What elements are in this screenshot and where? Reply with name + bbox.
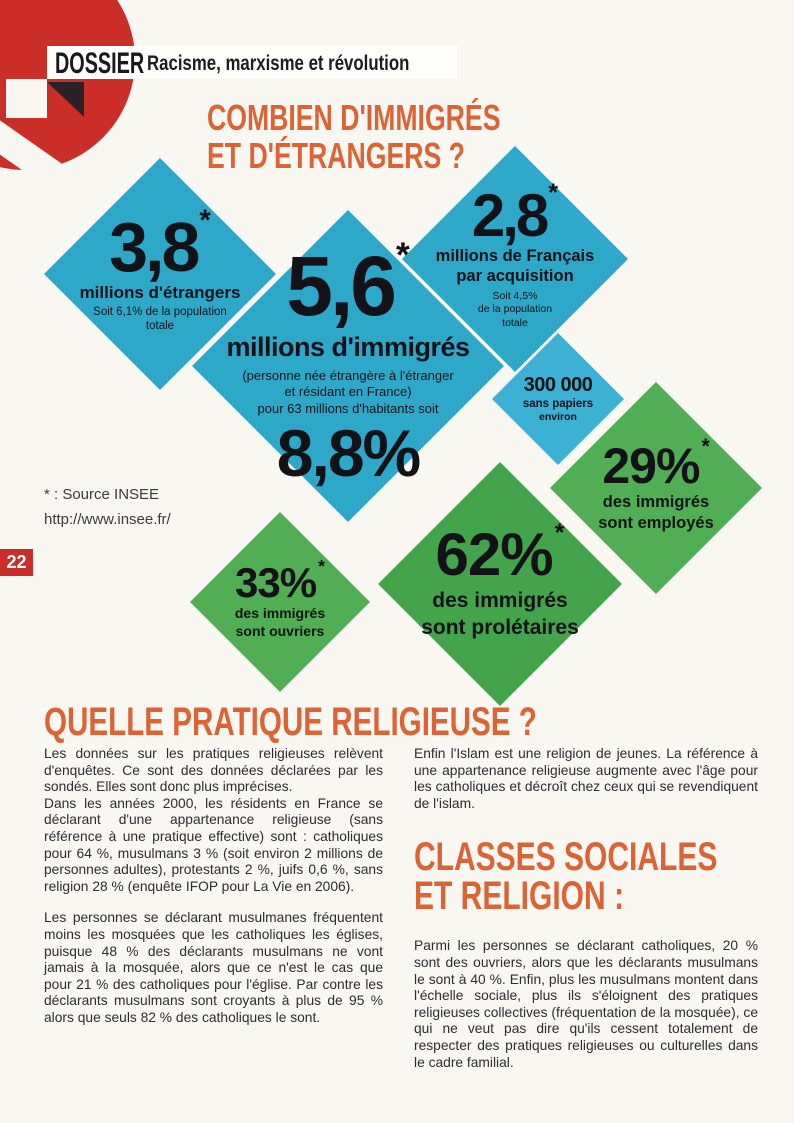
stat-subtext-line-1: Soit 6,1% de la population xyxy=(93,306,227,319)
diamond-content: 3,8* millions d'étrangers Soit 6,1% de l… xyxy=(44,158,276,390)
islam-paragraph: Enfin l'Islam est une religion de jeunes… xyxy=(414,746,758,811)
stat-secondary-value: 8,8% xyxy=(276,416,421,491)
stat-value: 5,6* xyxy=(286,238,410,329)
religion-paragraph-2: Dans les années 2000, les résidents en F… xyxy=(44,795,383,894)
stat-value: 29%* xyxy=(602,436,709,490)
religion-heading: QUELLE PRATIQUE RELIGIEUSE ? xyxy=(44,702,710,742)
diamond-immigres: 5,6* millions d'immigrés (personne née é… xyxy=(192,210,504,522)
religion-paragraph-1: Les données sur les pratiques religieuse… xyxy=(44,746,383,795)
diamond-francais-acquisition: 2,8* millions de Français par acquisitio… xyxy=(402,146,628,372)
stat-label: millions d'immigrés xyxy=(226,331,470,362)
stat-label-line-1: des immigrés xyxy=(432,588,568,612)
religion-paragraph-3: Les personnes se déclarant musulmanes fr… xyxy=(44,910,383,1025)
diamond-content: 2,8* millions de Français par acquisitio… xyxy=(402,146,628,372)
dossier-topic: Racisme, marxisme et révolution xyxy=(147,52,475,76)
diamond-ouvriers: 33% * des immigrés sont ouvriers xyxy=(190,512,370,692)
dossier-kicker-text: DOSSIER xyxy=(55,47,145,80)
source-note: * : Source INSEE http://www.insee.fr/ xyxy=(44,482,171,532)
title-line-1: COMBIEN D'IMMIGRÉS xyxy=(207,97,501,138)
classes-heading: CLASSES SOCIALES ET RELIGION : xyxy=(414,835,758,919)
logo-white-notch xyxy=(6,79,47,118)
diamond-proletaires: 62%* des immigrés sont prolétaires xyxy=(378,462,622,706)
stat-asterisk: * xyxy=(701,435,710,459)
diamond-content: 300 000 sans papiers environ xyxy=(492,333,624,465)
religion-heading-text: QUELLE PRATIQUE RELIGIEUSE ? xyxy=(44,700,537,744)
stat-label-line-2: sont ouvriers xyxy=(235,623,325,640)
stat-label-line-1: millions de Français xyxy=(435,246,595,265)
stat-subtext-line-2: et résidant en France) xyxy=(284,384,412,400)
logo-white-band xyxy=(47,46,457,79)
stat-subtext-line-1: Soit 4,5% xyxy=(492,289,538,302)
stat-number: 3,8 xyxy=(109,207,200,286)
stat-value: 62%* xyxy=(436,520,565,585)
stat-asterisk: * xyxy=(396,235,410,275)
page-number-badge: 22 xyxy=(0,549,33,576)
stat-asterisk: * xyxy=(199,204,211,238)
page-title-text: COMBIEN D'IMMIGRÉS ET D'ÉTRANGERS ? xyxy=(207,99,500,175)
stat-label: des immigrés sont ouvriers xyxy=(235,604,325,640)
diamond-content: 33% * des immigrés sont ouvriers xyxy=(190,512,370,692)
stat-number: 2,8 xyxy=(471,181,549,249)
classes-heading-line-2: ET RELIGION : xyxy=(414,874,624,919)
page-title: COMBIEN D'IMMIGRÉS ET D'ÉTRANGERS ? xyxy=(207,99,604,175)
magazine-logo xyxy=(0,0,480,224)
stat-label: millions d'étrangers xyxy=(79,283,241,303)
diamond-content: 62%* des immigrés sont prolétaires xyxy=(378,462,622,706)
stat-value: 33% * xyxy=(235,557,325,603)
stat-asterisk: * xyxy=(318,555,325,576)
stat-subtext-line-1: (personne née étrangère à l'étranger xyxy=(242,367,454,383)
stat-value: 300 000 xyxy=(523,374,593,396)
stat-subtext-line-2: de la population xyxy=(477,303,553,316)
classes-heading-line-1: CLASSES SOCIALES xyxy=(414,835,718,880)
stat-label-line-2: sont employés xyxy=(598,513,714,532)
stat-subtext: Soit 4,5% de la population totale xyxy=(478,290,552,331)
stat-label-line-1: des immigrés xyxy=(602,492,710,511)
source-url: http://www.insee.fr/ xyxy=(44,511,171,528)
dossier-kicker: DOSSIER xyxy=(55,47,190,81)
dossier-topic-text: Racisme, marxisme et révolution xyxy=(147,52,410,75)
stat-label-line-2: par acquisition xyxy=(456,266,574,285)
diamond-content: 5,6* millions d'immigrés (personne née é… xyxy=(192,210,504,522)
stat-subtext: Soit 6,1% de la population totale xyxy=(93,305,227,333)
stat-value: 3,8* xyxy=(109,206,211,282)
stat-subtext-line-2: totale xyxy=(145,320,175,333)
diamond-content: 29%* des immigrés sont employés xyxy=(550,382,762,594)
stat-asterisk: * xyxy=(554,518,565,547)
religion-column-left: Les données sur les pratiques religieuse… xyxy=(44,746,383,1027)
stat-number: 62% xyxy=(435,521,554,589)
stat-number: 33% xyxy=(235,558,317,606)
stat-subtext-line-3: totale xyxy=(502,316,528,329)
classes-paragraph: Parmi les personnes se déclarant catholi… xyxy=(414,938,758,1070)
diamond-etrangers: 3,8* millions d'étrangers Soit 6,1% de l… xyxy=(44,158,276,390)
stat-number: 29% xyxy=(602,437,700,494)
source-note-line: * : Source INSEE xyxy=(44,486,160,503)
stat-asterisk: * xyxy=(548,178,559,207)
stat-label: des immigrés sont employés xyxy=(598,492,714,534)
stat-label-line-1: des immigrés xyxy=(234,605,326,622)
classes-heading-text: CLASSES SOCIALES ET RELIGION : xyxy=(414,835,718,919)
stat-number: 5,6 xyxy=(286,239,397,334)
stat-value: 2,8* xyxy=(472,180,558,245)
title-line-2: ET D'ÉTRANGERS ? xyxy=(207,135,465,176)
stat-subtext: (personne née étrangère à l'étranger et … xyxy=(242,368,453,418)
stat-label: des immigrés sont prolétaires xyxy=(421,587,579,641)
religion-column-right: Enfin l'Islam est une religion de jeunes… xyxy=(414,746,758,1071)
stat-label-line-2: sont prolétaires xyxy=(421,615,579,639)
stat-label-line-2: environ xyxy=(539,411,577,423)
stat-label: millions de Français par acquisition xyxy=(436,246,595,286)
stat-label-line-1: sans papiers xyxy=(522,398,594,410)
stat-subtext-line-3: pour 63 millions d'habitants soit xyxy=(257,400,439,416)
